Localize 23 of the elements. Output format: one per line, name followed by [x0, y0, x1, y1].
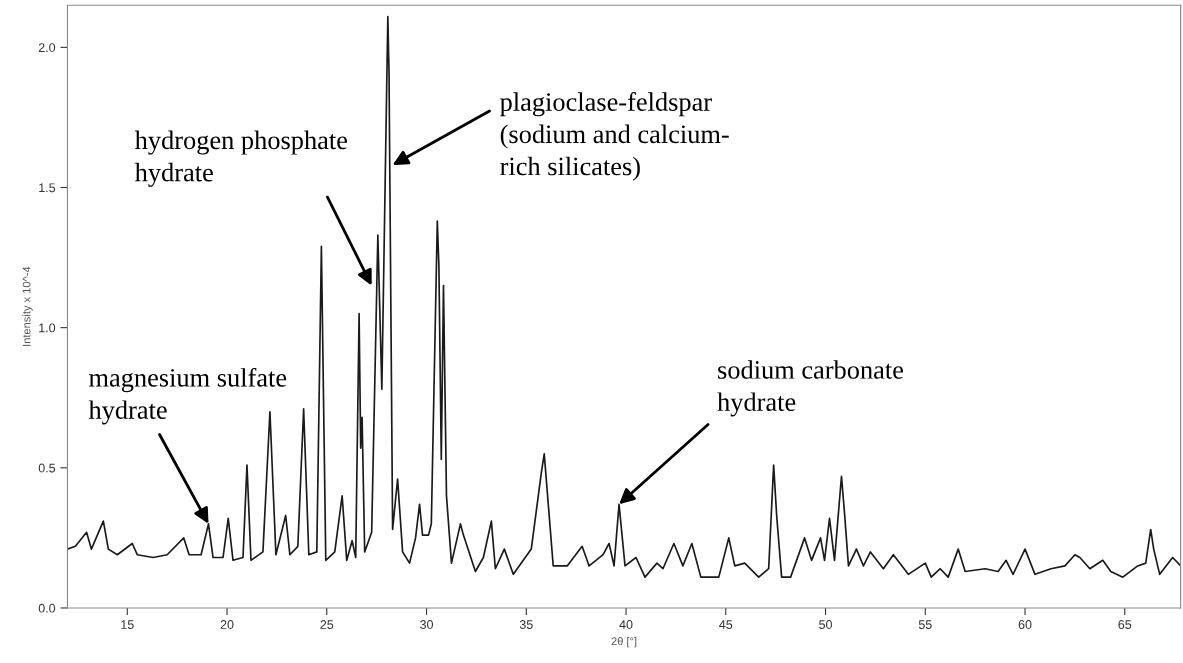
y-tick-label: 0.5: [38, 463, 56, 473]
y-tick-label: 1.5: [39, 183, 56, 193]
y-tick-label: 2.0: [38, 43, 56, 52]
x-tick-label: 35: [519, 620, 533, 629]
x-tick-label: 45: [719, 620, 733, 629]
x-tick-label: 25: [320, 620, 334, 629]
line-series: [67, 15, 1181, 578]
x-tick-label: 55: [918, 620, 932, 629]
x-axis-title: 2θ [°]: [611, 636, 637, 648]
annotation: hydrogen phosphate hydrate: [134, 130, 348, 187]
x-tick-label: 20: [220, 620, 234, 629]
x-tick-label: 30: [420, 620, 433, 629]
y-axis-title: Intensity x 10^-4: [22, 266, 33, 346]
x-tick-label: 65: [1118, 620, 1132, 629]
annotation: magnesium sulfate hydrate: [88, 367, 287, 425]
y-tick-label: 1.0: [39, 323, 56, 333]
annotation: plagioclase-feldspar (sodium and calcium- rich silicates): [500, 92, 729, 181]
y-tick-label: 0.0: [38, 603, 56, 613]
x-tick-label: 60: [1018, 620, 1032, 629]
x-tick-label: 40: [619, 620, 633, 629]
annotation: sodium carbonate hydrate: [717, 360, 903, 417]
x-tick-label: 50: [819, 620, 832, 629]
x-tick-label: 15: [121, 620, 134, 629]
